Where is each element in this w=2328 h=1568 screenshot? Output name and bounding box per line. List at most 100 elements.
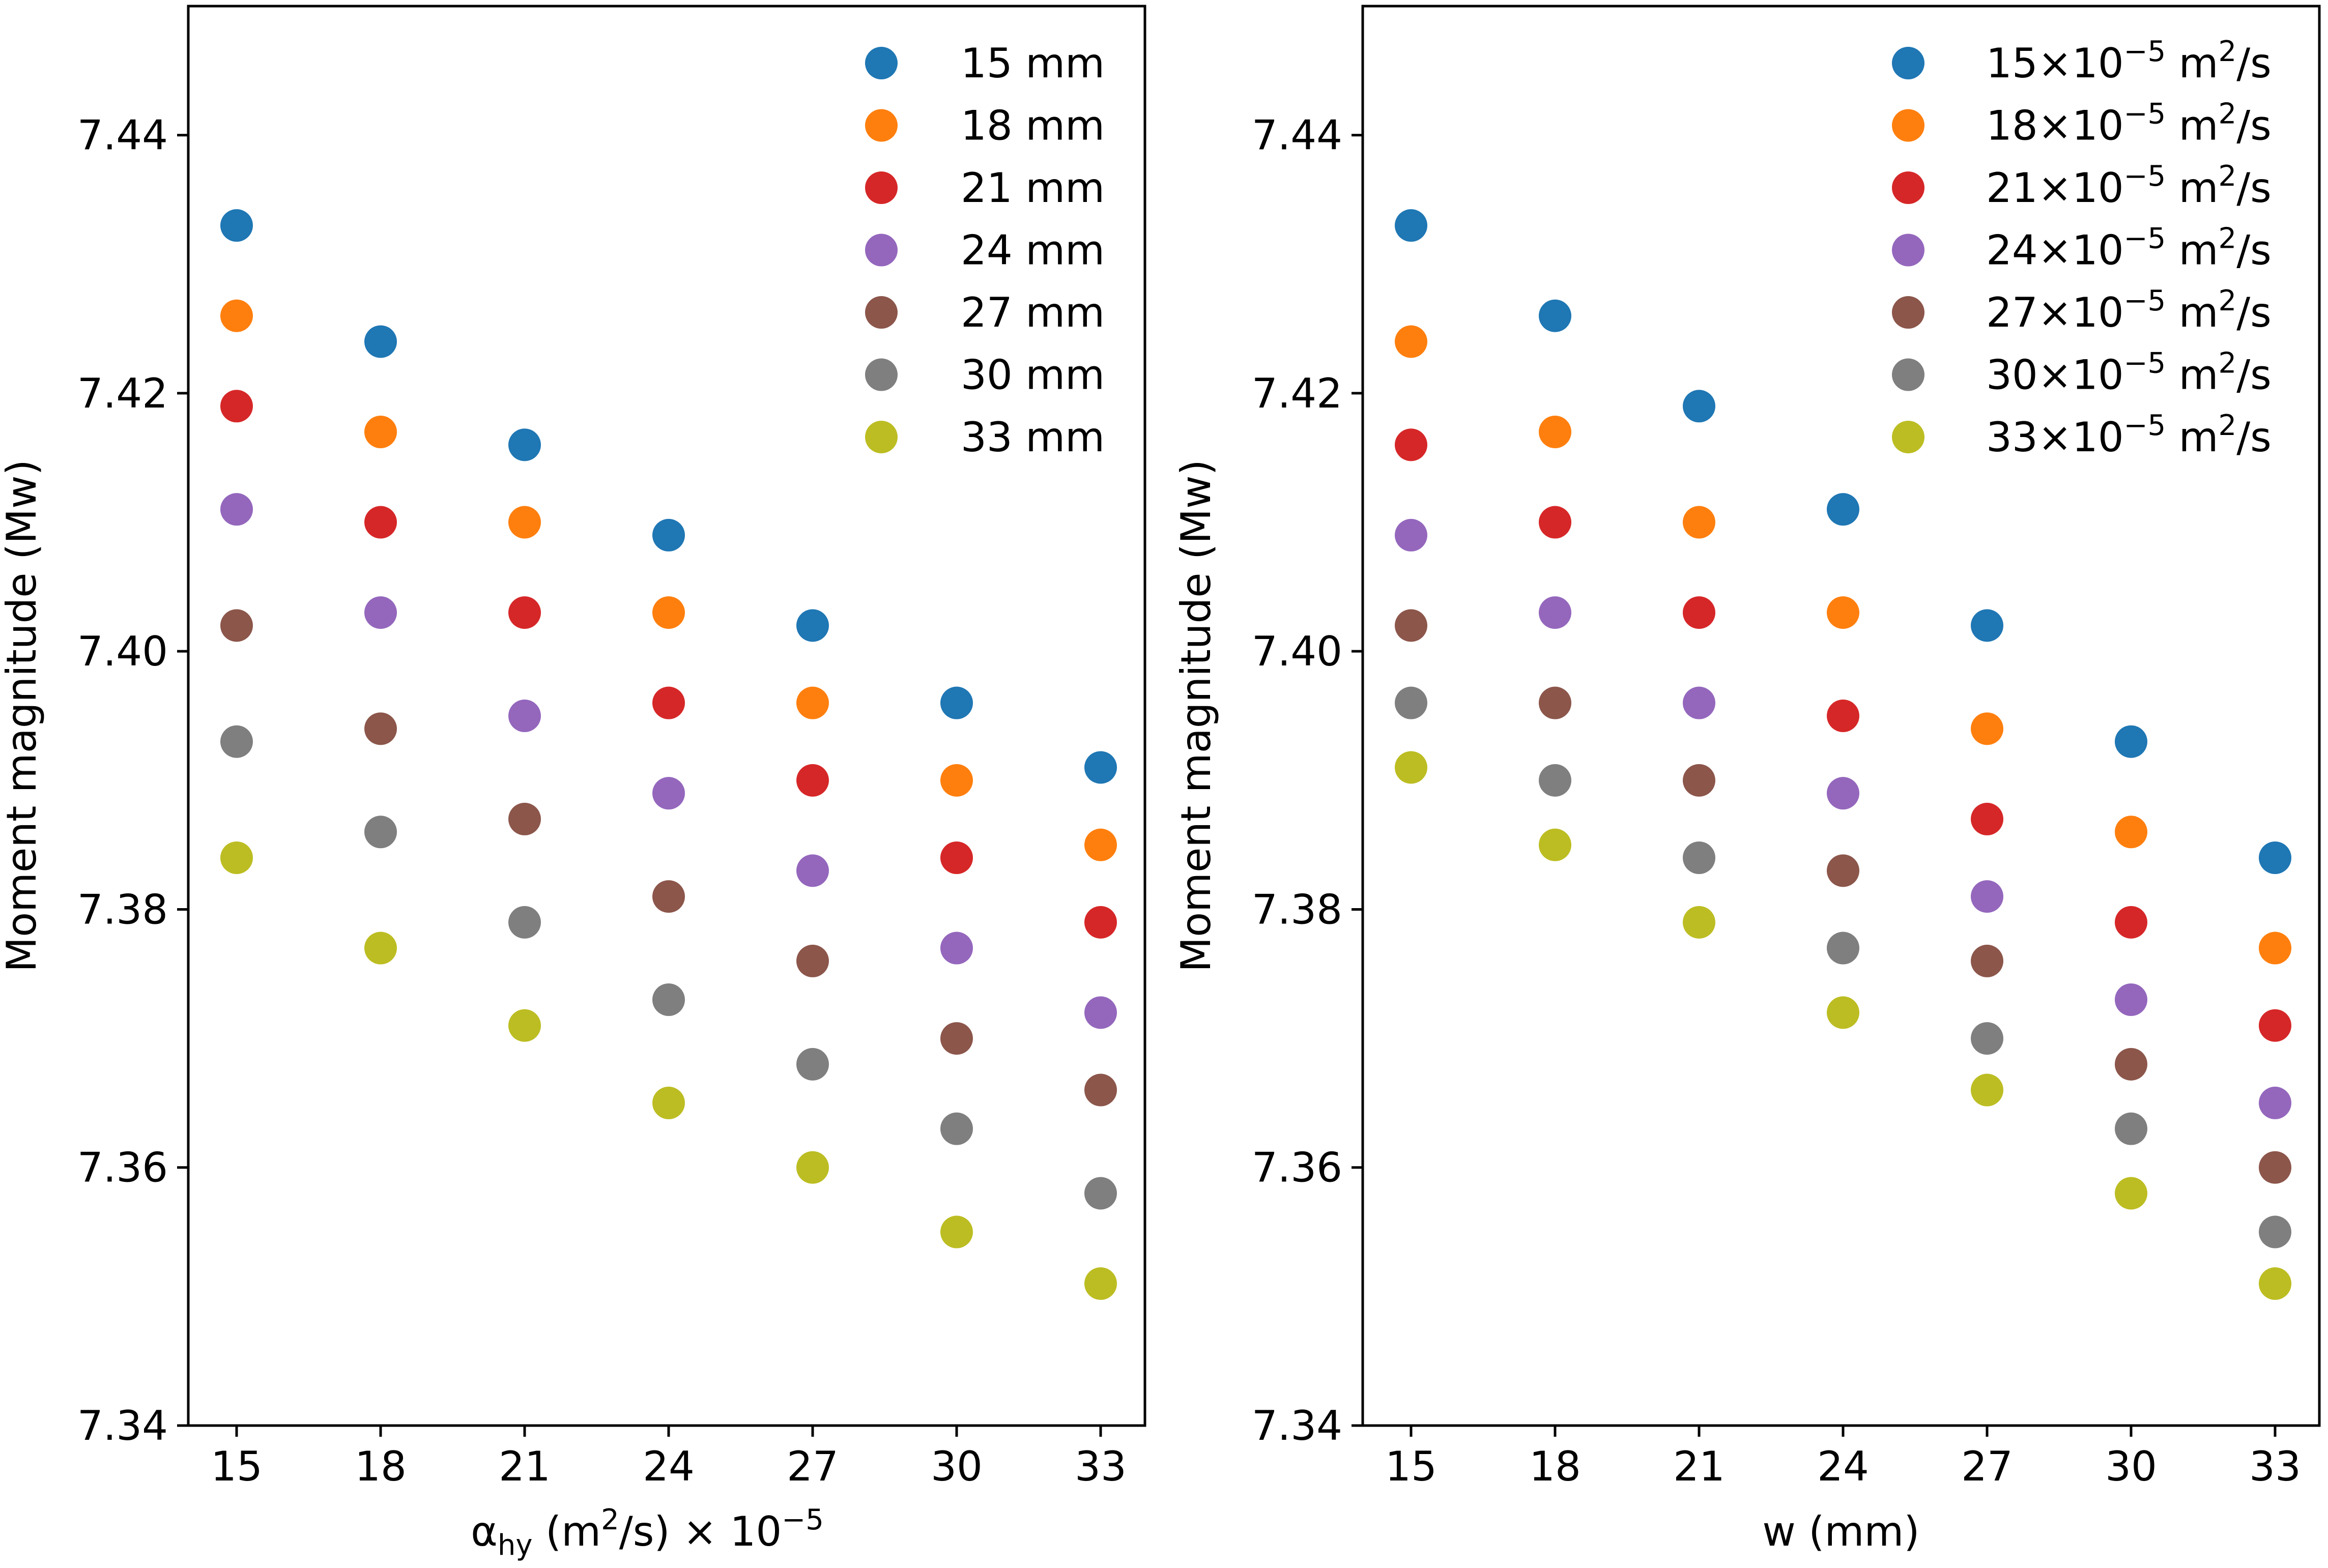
right-series-6-point: [1827, 932, 1859, 965]
left-legend-label: 30 mm: [961, 352, 1105, 399]
right-series-4-point: [1395, 518, 1427, 551]
left-x-tick-label: 33: [1075, 1443, 1127, 1490]
right-x-tick-label: 21: [1673, 1443, 1725, 1490]
right-series-7-point: [2259, 1267, 2291, 1300]
left-y-tick-label: 7.44: [77, 112, 168, 159]
right-y-tick-label: 7.44: [1252, 112, 1342, 159]
left-legend-marker: [865, 47, 898, 79]
left-series-5-point: [1084, 1073, 1117, 1107]
left-series-2-point: [796, 686, 829, 719]
left-y-tick-label: 7.34: [77, 1402, 168, 1449]
left-series-7-point: [940, 1215, 973, 1248]
left-series-4-point: [364, 596, 397, 629]
left-series-1-point: [1084, 751, 1117, 784]
right-legend-marker: [1892, 109, 1924, 142]
left-legend-marker: [865, 109, 898, 142]
left-series-3-point: [220, 390, 253, 423]
right-legend-marker: [1892, 296, 1924, 329]
left-chart-x-axis-label: αhy (m2/s) × 10−5: [471, 1503, 824, 1562]
left-y-tick-label: 7.38: [77, 886, 168, 933]
left-legend-marker: [865, 296, 898, 329]
left-series-2-point: [940, 764, 973, 797]
left-series-7-point: [1084, 1267, 1117, 1300]
left-legend-marker: [865, 421, 898, 453]
left-series-6-point: [940, 1112, 973, 1145]
left-series-4-point: [652, 777, 685, 810]
right-x-tick-label: 27: [1961, 1443, 2013, 1490]
left-legend-label: 27 mm: [961, 289, 1105, 336]
left-series-6-point: [796, 1048, 829, 1081]
left-series-4-point: [508, 700, 541, 732]
left-series-5-point: [364, 712, 397, 745]
left-series-6-point: [508, 906, 541, 939]
right-y-tick-label: 7.38: [1252, 886, 1342, 933]
left-series-7-point: [364, 932, 397, 965]
left-chart-y-axis-label: Moment magnitude (Mw): [0, 459, 45, 972]
left-chart-legend: 15 mm 18 mm 21 mm 24 mm 27 mm 30 mm 33 mm: [865, 40, 1105, 461]
left-series-7-point: [796, 1151, 829, 1184]
right-series-2-point: [2259, 932, 2291, 965]
right-chart: 7.34 7.36 7.38 7.40 7.42 7.44 15 18 21 24 27 30 33 M…: [1172, 5, 2321, 1555]
left-series-3-point: [940, 841, 973, 874]
right-legend-label: 21×10−5 m2/s: [1986, 160, 2272, 212]
left-series-3-point: [364, 506, 397, 539]
left-legend-label: 21 mm: [961, 164, 1105, 212]
right-series-2-point: [1683, 506, 1715, 539]
right-series-3-point: [1827, 700, 1859, 732]
right-legend-marker: [1892, 171, 1924, 204]
right-series-1-point: [1971, 609, 2003, 642]
right-x-tick-label: 33: [2249, 1443, 2301, 1490]
right-legend-label: 27×10−5 m2/s: [1986, 284, 2272, 336]
right-series-3-point: [1539, 506, 1571, 539]
right-series-4-point: [1683, 686, 1715, 719]
right-series-3-point: [1971, 802, 2003, 835]
right-x-tick-label: 18: [1529, 1443, 1581, 1490]
left-chart-ticks: 7.34 7.36 7.38 7.40 7.42 7.44 15 18 21 24 27 30 33: [77, 112, 1127, 1490]
right-series-7-point: [2115, 1177, 2147, 1210]
left-series-6-point: [652, 983, 685, 1016]
right-series-1-point: [2259, 841, 2291, 874]
right-chart-markers: [1395, 209, 2291, 1300]
left-series-7-point: [508, 1009, 541, 1042]
right-y-tick-label: 7.40: [1252, 628, 1342, 675]
right-series-6-point: [2115, 1112, 2147, 1145]
right-legend-marker: [1892, 421, 1924, 453]
right-y-tick-label: 7.34: [1252, 1402, 1342, 1449]
right-series-5-point: [1683, 764, 1715, 797]
right-series-1-point: [1827, 493, 1859, 526]
right-series-1-point: [1683, 390, 1715, 423]
right-series-2-point: [1395, 325, 1427, 358]
right-series-7-point: [1395, 751, 1427, 784]
left-series-3-point: [1084, 906, 1117, 939]
left-legend-label: 24 mm: [961, 227, 1105, 274]
right-series-6-point: [1971, 1022, 2003, 1055]
left-series-4-point: [1084, 996, 1117, 1029]
left-series-1-point: [220, 209, 253, 242]
left-series-5-point: [220, 609, 253, 642]
left-legend-marker: [865, 358, 898, 391]
right-legend-marker: [1892, 47, 1924, 79]
left-series-2-point: [220, 299, 253, 332]
right-legend-label: 15×10−5 m2/s: [1986, 35, 2272, 87]
right-legend-label: 18×10−5 m2/s: [1986, 98, 2272, 150]
left-x-tick-label: 30: [931, 1443, 983, 1490]
left-series-5-point: [508, 802, 541, 835]
left-x-tick-label: 24: [643, 1443, 695, 1490]
right-x-tick-label: 15: [1385, 1443, 1437, 1490]
right-series-7-point: [1683, 906, 1715, 939]
right-series-4-point: [2115, 983, 2147, 1016]
left-series-1-point: [796, 609, 829, 642]
right-x-tick-label: 30: [2105, 1443, 2157, 1490]
left-series-6-point: [220, 725, 253, 758]
left-series-2-point: [652, 596, 685, 629]
left-legend-label: 15 mm: [961, 40, 1105, 87]
right-series-5-point: [2259, 1151, 2291, 1184]
right-x-tick-label: 24: [1817, 1443, 1869, 1490]
right-series-7-point: [1539, 828, 1571, 861]
left-series-4-point: [796, 854, 829, 887]
left-series-3-point: [652, 686, 685, 719]
left-chart-markers: [220, 209, 1117, 1300]
right-chart-ticks: 7.34 7.36 7.38 7.40 7.42 7.44 15 18 21 24 27 30 33: [1252, 112, 2301, 1490]
left-series-2-point: [1084, 828, 1117, 861]
